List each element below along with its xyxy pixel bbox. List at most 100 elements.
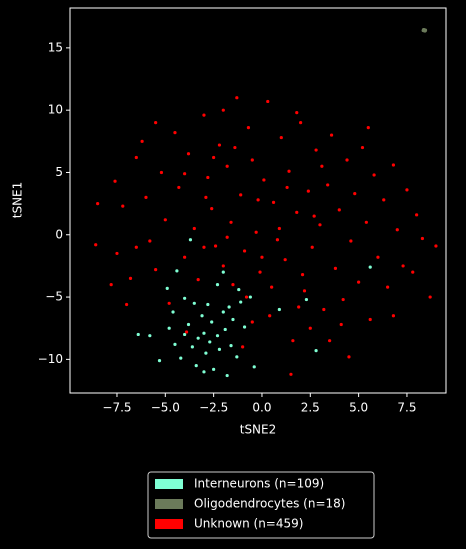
point xyxy=(171,310,175,314)
point xyxy=(206,175,210,180)
legend-label: Unknown (n=459) xyxy=(194,517,303,531)
y-tick-label: 0 xyxy=(55,227,63,241)
point xyxy=(94,243,98,247)
point xyxy=(134,245,138,249)
point xyxy=(134,155,138,160)
point xyxy=(202,113,206,117)
point xyxy=(239,300,243,304)
point xyxy=(233,145,237,150)
point xyxy=(322,307,326,312)
point xyxy=(279,135,283,140)
point xyxy=(140,139,144,143)
point xyxy=(235,96,239,100)
point xyxy=(391,314,396,318)
point xyxy=(349,239,353,243)
point xyxy=(217,143,222,147)
point xyxy=(345,158,349,162)
point xyxy=(258,270,262,274)
point xyxy=(391,163,396,167)
y-tick-label: 5 xyxy=(55,165,63,179)
point xyxy=(262,178,266,182)
point xyxy=(212,155,216,160)
point xyxy=(295,111,299,115)
point xyxy=(320,164,324,168)
x-tick-label: −5.0 xyxy=(151,401,180,415)
point xyxy=(376,255,380,259)
y-tick-label: 10 xyxy=(48,103,63,117)
point xyxy=(420,236,425,241)
point xyxy=(186,152,191,156)
point xyxy=(434,244,438,248)
point xyxy=(225,235,229,239)
x-tick-label: 5.0 xyxy=(349,401,368,415)
point xyxy=(121,204,125,208)
point xyxy=(231,317,235,322)
point xyxy=(157,359,162,363)
point xyxy=(183,172,187,176)
point xyxy=(192,226,196,231)
point xyxy=(266,99,270,104)
point xyxy=(109,283,113,287)
point xyxy=(428,295,432,299)
point xyxy=(229,220,233,224)
point xyxy=(200,314,204,318)
point xyxy=(215,283,220,287)
point xyxy=(366,126,370,130)
point xyxy=(260,255,264,259)
point xyxy=(184,330,189,334)
point xyxy=(310,245,314,249)
point xyxy=(148,239,152,243)
point xyxy=(246,126,251,130)
point xyxy=(242,249,247,253)
point xyxy=(241,345,245,349)
point xyxy=(326,183,330,187)
point xyxy=(283,258,287,262)
point xyxy=(165,286,169,290)
point xyxy=(206,302,210,307)
point xyxy=(244,295,249,299)
x-tick-label: −7.5 xyxy=(102,401,131,415)
point xyxy=(357,280,361,284)
point xyxy=(163,218,167,222)
point xyxy=(125,302,129,307)
point xyxy=(368,317,372,322)
point xyxy=(306,189,310,193)
point xyxy=(204,351,208,355)
point xyxy=(254,230,258,234)
point xyxy=(210,320,214,324)
point xyxy=(177,185,181,190)
point xyxy=(382,198,386,202)
x-tick-label: 7.5 xyxy=(397,401,416,415)
point xyxy=(136,332,140,337)
point xyxy=(270,285,274,289)
point xyxy=(275,238,280,242)
x-tick-label: −2.5 xyxy=(199,401,228,415)
point xyxy=(312,214,316,218)
point xyxy=(159,170,164,175)
point xyxy=(183,332,187,337)
point xyxy=(295,210,299,214)
point xyxy=(128,276,133,280)
point xyxy=(179,356,183,360)
point xyxy=(372,173,376,177)
point xyxy=(227,305,231,309)
point xyxy=(154,121,158,125)
point xyxy=(221,310,225,314)
plot-frame xyxy=(69,7,447,394)
point xyxy=(250,320,254,324)
point xyxy=(235,355,239,359)
point xyxy=(364,220,368,224)
point xyxy=(386,285,390,289)
point xyxy=(297,305,301,309)
point xyxy=(242,325,247,329)
x-tick-label: 2.5 xyxy=(301,401,320,415)
point xyxy=(248,295,252,299)
point xyxy=(328,339,332,343)
point xyxy=(225,373,229,378)
point xyxy=(196,336,200,340)
point xyxy=(401,264,405,268)
point xyxy=(154,268,158,272)
point xyxy=(289,372,293,376)
point xyxy=(252,365,256,369)
point xyxy=(304,297,309,302)
